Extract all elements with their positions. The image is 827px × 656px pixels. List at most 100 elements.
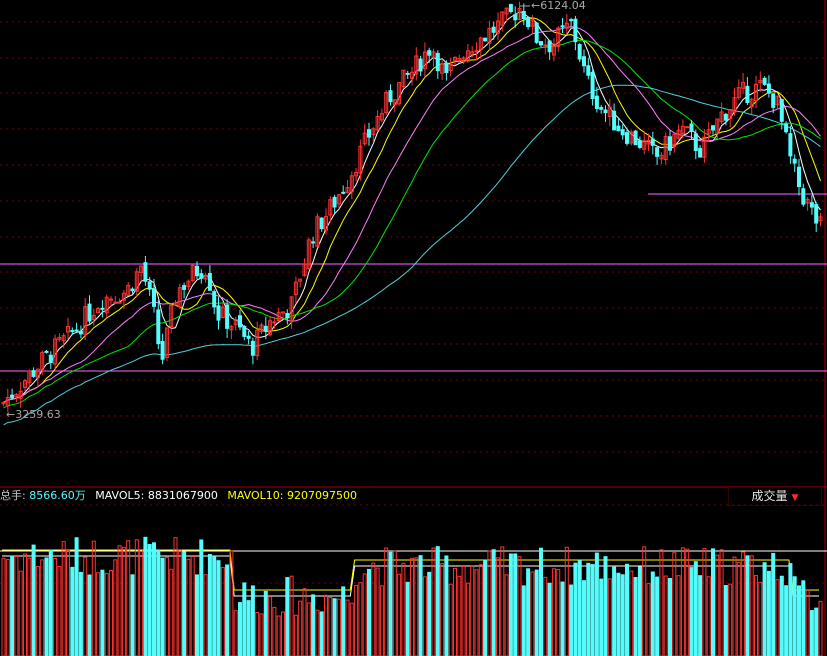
candle-up: [496, 20, 500, 34]
volume-bar: [526, 568, 531, 656]
candle-up: [758, 79, 763, 83]
candle-down: [70, 330, 75, 333]
volume-bar: [534, 569, 539, 656]
candle-up: [91, 314, 96, 320]
volume-bar: [147, 544, 152, 656]
volume-bar: [27, 557, 32, 656]
candle-up: [453, 56, 457, 61]
volume-bar: [809, 610, 814, 656]
candle-up: [504, 7, 509, 15]
volume-bar: [745, 555, 750, 656]
volume-bar: [96, 572, 101, 656]
candle-up: [315, 216, 320, 247]
candle-down: [779, 98, 784, 122]
candle-up: [448, 63, 453, 71]
candle-up: [564, 22, 569, 29]
candle-down: [586, 65, 591, 76]
indicator-select[interactable]: 成交量 ▼: [728, 487, 822, 506]
candle-down: [650, 138, 655, 146]
volume-bar: [336, 598, 341, 656]
candle-up: [551, 43, 556, 56]
candle-up: [113, 301, 118, 304]
candle-up: [375, 115, 380, 131]
volume-bar: [582, 580, 586, 656]
candle-down: [784, 123, 789, 133]
candle-up: [164, 327, 169, 358]
candle-down: [31, 370, 36, 377]
candle-up: [233, 319, 238, 326]
candle-up: [607, 106, 612, 118]
candle-up: [422, 51, 427, 70]
volume-bar: [401, 562, 406, 656]
candle-up: [517, 7, 522, 20]
volume-bar: [676, 575, 681, 656]
volume-bar: [109, 570, 113, 656]
volume-bar: [625, 563, 629, 656]
candle-down: [745, 85, 750, 104]
candle-up: [169, 304, 174, 328]
candle-up: [659, 154, 664, 160]
candle-up: [345, 187, 350, 194]
volume-bar: [324, 594, 328, 656]
total-volume-value: 8566.60万: [29, 489, 86, 502]
candle-up: [328, 199, 333, 216]
candle-down: [539, 41, 543, 46]
volume-bar: [379, 585, 384, 656]
volume-bar: [319, 611, 324, 656]
volume-bar: [560, 581, 565, 656]
candle-up: [349, 175, 354, 193]
volume-bar: [461, 565, 466, 656]
volume-bar: [388, 551, 393, 656]
mavol5-label: MAVOL5:: [95, 489, 145, 502]
volume-bar: [788, 563, 793, 656]
volume-bar: [375, 567, 380, 656]
candle-down: [44, 350, 49, 353]
candle-down: [560, 25, 565, 28]
candle-up: [672, 133, 677, 147]
volume-bar: [203, 574, 208, 656]
candle-down: [444, 62, 449, 74]
volume-bar: [302, 588, 307, 656]
candle-down: [160, 340, 165, 360]
candle-up: [642, 140, 647, 150]
candle-down: [405, 72, 410, 75]
volume-bar: [70, 566, 75, 656]
volume-bar: [698, 575, 703, 656]
candle-up: [715, 118, 720, 135]
candle-up: [487, 28, 492, 44]
candle-up: [362, 132, 367, 145]
volume-bar: [448, 583, 453, 656]
volume-bar: [405, 581, 410, 656]
candle-up: [306, 239, 311, 269]
volume-bar: [754, 575, 758, 656]
volume-bar: [771, 552, 776, 656]
volume-bar: [741, 551, 746, 656]
candle-up: [109, 298, 113, 301]
volume-bar: [113, 559, 118, 656]
volume-bar: [465, 582, 470, 656]
volume-bar: [453, 567, 457, 656]
candle-down: [792, 158, 797, 164]
candle-up: [706, 129, 711, 135]
candle-down: [616, 125, 621, 132]
candle-down: [547, 40, 552, 53]
volume-bar: [732, 556, 737, 656]
candle-up: [302, 263, 307, 276]
volume-bar: [276, 615, 281, 656]
candle-up: [478, 37, 483, 51]
volume-bar: [44, 557, 49, 656]
volume-bar: [362, 573, 367, 656]
volume-bar: [758, 581, 763, 656]
candle-up: [134, 271, 139, 292]
candle-down: [263, 325, 268, 332]
volume-bar: [633, 576, 638, 656]
candle-up: [281, 311, 285, 314]
volume-bar: [18, 570, 23, 656]
volume-bar: [569, 584, 574, 656]
candle-up: [354, 171, 359, 177]
volume-bar: [629, 570, 634, 656]
volume-bar: [134, 539, 139, 656]
candle-down: [199, 273, 204, 279]
candle-down: [513, 14, 518, 21]
candle-up: [749, 98, 754, 108]
